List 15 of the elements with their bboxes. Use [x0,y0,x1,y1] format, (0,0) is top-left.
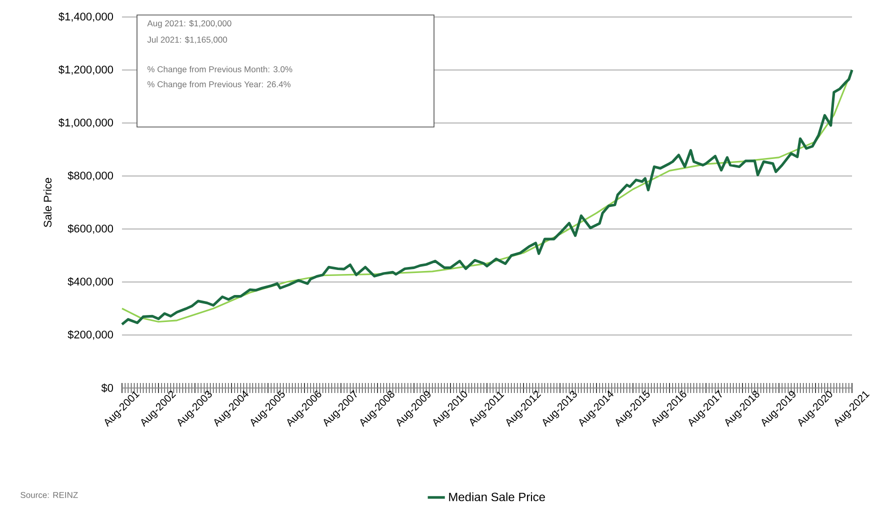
annotation: Jul 2021: $1,165,000 [147,36,228,44]
y-tick-label: $600,000 [68,224,114,234]
source-note: Source: REINZ [20,492,78,498]
legend-label: Median Sale Price [449,492,545,502]
y-tick-label: $1,000,000 [58,118,114,128]
y-axis-title: Sale Price [43,178,52,228]
annotation: % Change from Previous Year: 26.4% [148,81,291,89]
y-tick-label: $200,000 [68,330,114,340]
y-tick-label: $1,200,000 [58,65,114,75]
y-tick-label: $1,400,000 [58,12,114,22]
annotation: % Change from Previous Month: 3.0% [148,66,292,74]
y-tick-label: $800,000 [68,171,114,181]
y-tick-label: $0 [101,384,114,392]
annotation: Aug 2021: $1,200,000 [147,20,232,28]
y-tick-label: $400,000 [68,277,114,287]
